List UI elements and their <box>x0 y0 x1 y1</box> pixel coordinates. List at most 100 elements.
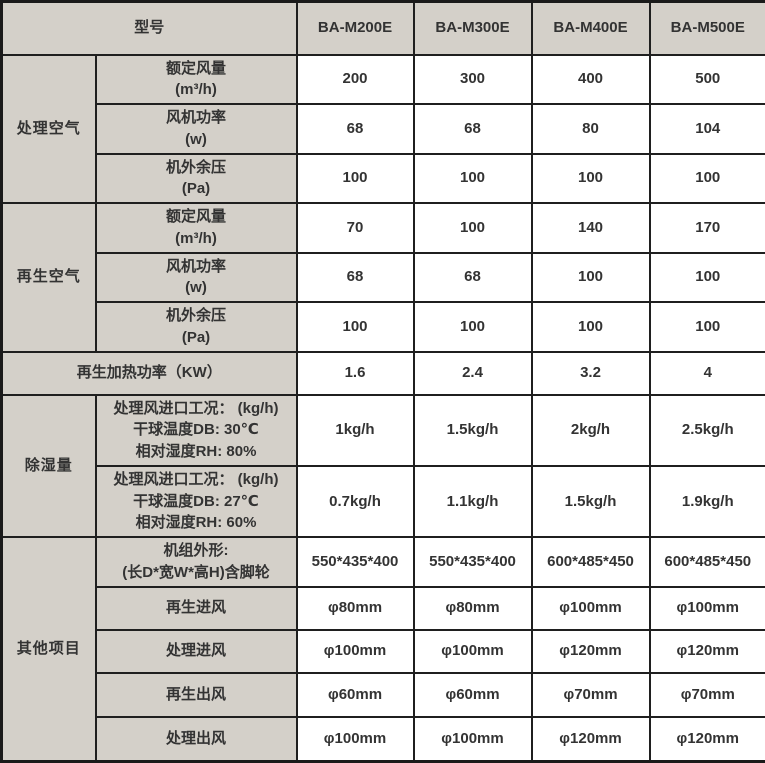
value-cell: φ100mm <box>532 587 650 630</box>
value-cell: 200 <box>297 55 414 105</box>
value-cell: 80 <box>532 104 650 154</box>
label-line1: 风机功率 <box>101 107 292 129</box>
value-cell: 68 <box>414 253 532 303</box>
value-cell: φ100mm <box>414 717 532 762</box>
table-row: 机外余压 (Pa) 100 100 100 100 <box>2 302 765 352</box>
value-cell: 400 <box>532 55 650 105</box>
table-row: 除湿量 处理风进口工况： (kg/h) 干球温度DB: 30℃ 相对湿度RH: … <box>2 395 765 466</box>
row-label-cell: 再生进风 <box>96 587 297 630</box>
table-row: 再生加热功率（KW） 1.6 2.4 3.2 4 <box>2 352 765 395</box>
table-row: 处理出风 φ100mm φ100mm φ120mm φ120mm <box>2 717 765 762</box>
section-label-process-air: 处理空气 <box>2 55 96 204</box>
value-cell: 100 <box>297 154 414 204</box>
value-cell: φ70mm <box>532 673 650 717</box>
value-cell: 100 <box>532 302 650 352</box>
model-name-m200e: BA-M200E <box>297 2 414 55</box>
row-label-cell: 处理出风 <box>96 717 297 762</box>
table-row: 处理风进口工况： (kg/h) 干球温度DB: 27℃ 相对湿度RH: 60% … <box>2 466 765 537</box>
value-cell: 500 <box>650 55 765 105</box>
value-cell: 104 <box>650 104 765 154</box>
value-cell: 4 <box>650 352 765 395</box>
value-cell: 68 <box>297 104 414 154</box>
condition-line3: 相对湿度RH: 80% <box>101 441 292 463</box>
model-header-label: 型号 <box>2 2 297 55</box>
table-row: 处理进风 φ100mm φ100mm φ120mm φ120mm <box>2 630 765 673</box>
value-cell: φ120mm <box>532 717 650 762</box>
table-row: 再生进风 φ80mm φ80mm φ100mm φ100mm <box>2 587 765 630</box>
value-cell: 1kg/h <box>297 395 414 466</box>
section-label-dehumidification: 除湿量 <box>2 395 96 538</box>
condition-line2: 干球温度DB: 30℃ <box>101 419 292 441</box>
label-line2: (w) <box>101 129 292 151</box>
row-label-cell: 机外余压 (Pa) <box>96 154 297 204</box>
label-line2: (m³/h) <box>101 228 292 250</box>
condition-cell: 处理风进口工况： (kg/h) 干球温度DB: 27℃ 相对湿度RH: 60% <box>96 466 297 537</box>
table-row: 处理空气 额定风量 (m³/h) 200 300 400 500 <box>2 55 765 105</box>
value-cell: φ120mm <box>650 717 765 762</box>
value-cell: 140 <box>532 203 650 253</box>
value-cell: 100 <box>650 253 765 303</box>
table-row: 风机功率 (w) 68 68 80 104 <box>2 104 765 154</box>
section-label-regen-air: 再生空气 <box>2 203 96 352</box>
section-label-other-items: 其他项目 <box>2 537 96 762</box>
label-line2: (w) <box>101 277 292 299</box>
value-cell: 1.9kg/h <box>650 466 765 537</box>
value-cell: 2kg/h <box>532 395 650 466</box>
value-cell: 550*435*400 <box>297 537 414 587</box>
row-label-cell: 风机功率 (w) <box>96 104 297 154</box>
table-row: 风机功率 (w) 68 68 100 100 <box>2 253 765 303</box>
value-cell: φ100mm <box>297 717 414 762</box>
value-cell: 70 <box>297 203 414 253</box>
value-cell: 2.5kg/h <box>650 395 765 466</box>
row-label-cell: 处理进风 <box>96 630 297 673</box>
value-cell: φ60mm <box>414 673 532 717</box>
value-cell: φ100mm <box>650 587 765 630</box>
label-line1: 额定风量 <box>101 206 292 228</box>
value-cell: 1.5kg/h <box>532 466 650 537</box>
model-name-m400e: BA-M400E <box>532 2 650 55</box>
label-line2: (m³/h) <box>101 79 292 101</box>
condition-line1: 处理风进口工况： (kg/h) <box>101 398 292 420</box>
value-cell: φ120mm <box>650 630 765 673</box>
label-line2: (Pa) <box>101 178 292 200</box>
label-line1: 机组外形: <box>101 540 292 562</box>
value-cell: φ60mm <box>297 673 414 717</box>
row-label-cell: 机外余压 (Pa) <box>96 302 297 352</box>
label-line2: (长D*宽W*高H)含脚轮 <box>101 562 292 584</box>
value-cell: φ100mm <box>297 630 414 673</box>
value-cell: 100 <box>414 203 532 253</box>
label-line2: (Pa) <box>101 327 292 349</box>
condition-line3: 相对湿度RH: 60% <box>101 512 292 534</box>
row-label-cell: 额定风量 (m³/h) <box>96 203 297 253</box>
value-cell: 100 <box>532 253 650 303</box>
value-cell: 550*435*400 <box>414 537 532 587</box>
value-cell: 170 <box>650 203 765 253</box>
value-cell: 100 <box>414 302 532 352</box>
value-cell: 600*485*450 <box>532 537 650 587</box>
value-cell: φ120mm <box>532 630 650 673</box>
condition-line1: 处理风进口工况： (kg/h) <box>101 469 292 491</box>
value-cell: 100 <box>414 154 532 204</box>
model-name-m500e: BA-M500E <box>650 2 765 55</box>
value-cell: 100 <box>532 154 650 204</box>
regen-heating-label: 再生加热功率（KW） <box>2 352 297 395</box>
spec-sheet: 型号 BA-M200E BA-M300E BA-M400E BA-M500E 处… <box>0 0 765 713</box>
value-cell: 1.5kg/h <box>414 395 532 466</box>
value-cell: 3.2 <box>532 352 650 395</box>
label-line1: 风机功率 <box>101 256 292 278</box>
value-cell: 300 <box>414 55 532 105</box>
value-cell: φ80mm <box>414 587 532 630</box>
value-cell: 0.7kg/h <box>297 466 414 537</box>
row-label-cell: 风机功率 (w) <box>96 253 297 303</box>
condition-line2: 干球温度DB: 27℃ <box>101 491 292 513</box>
value-cell: 100 <box>297 302 414 352</box>
value-cell: 1.1kg/h <box>414 466 532 537</box>
value-cell: 2.4 <box>414 352 532 395</box>
value-cell: φ80mm <box>297 587 414 630</box>
header-row: 型号 BA-M200E BA-M300E BA-M400E BA-M500E <box>2 2 765 55</box>
value-cell: 600*485*450 <box>650 537 765 587</box>
table-row: 再生空气 额定风量 (m³/h) 70 100 140 170 <box>2 203 765 253</box>
row-label-cell: 机组外形: (长D*宽W*高H)含脚轮 <box>96 537 297 587</box>
table-row: 再生出风 φ60mm φ60mm φ70mm φ70mm <box>2 673 765 717</box>
